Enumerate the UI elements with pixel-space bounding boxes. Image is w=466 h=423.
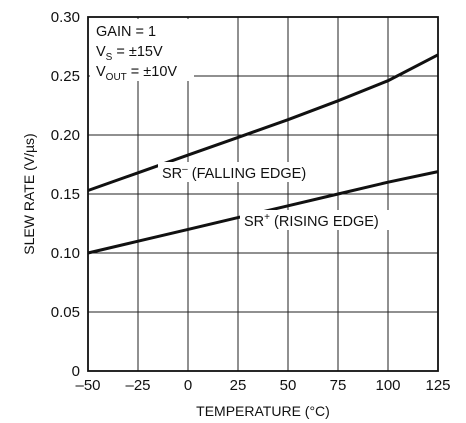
x-tick-label: 75 <box>330 377 347 394</box>
sr-minus-label-bg <box>158 162 326 182</box>
x-tick-label: 25 <box>230 377 247 394</box>
conditions-box-bg <box>90 19 194 81</box>
y-tick-label: 0.15 <box>51 186 80 203</box>
x-tick-label: –50 <box>75 377 100 394</box>
y-tick-label: 0.30 <box>51 9 80 26</box>
x-tick-label: 50 <box>280 377 297 394</box>
sr-plus-label: SR+ (RISING EDGE) <box>244 212 379 230</box>
gain-label: GAIN = 1 <box>96 24 156 40</box>
y-axis-title: SLEW RATE (V/µs) <box>21 133 37 254</box>
y-tick-label: 0.05 <box>51 304 80 321</box>
x-axis-title: TEMPERATURE (°C) <box>196 403 330 419</box>
vout-label: VOUT = ±10V <box>96 64 177 83</box>
x-tick-label: 125 <box>425 377 450 394</box>
vs-label: VS = ±15V <box>96 44 163 63</box>
sr-plus-label-bg <box>240 210 406 230</box>
y-tick-label: 0 <box>72 363 80 380</box>
y-tick-label: 0.25 <box>51 68 80 85</box>
y-tick-label: 0.20 <box>51 127 80 144</box>
x-tick-label: 100 <box>375 377 400 394</box>
y-tick-label: 0.10 <box>51 245 80 262</box>
plot-frame <box>87 16 439 372</box>
sr-minus-label: SR– (FALLING EDGE) <box>162 164 306 182</box>
x-tick-label: 0 <box>184 377 192 394</box>
x-tick-label: –25 <box>125 377 150 394</box>
tick-labels: –50 –25 0 25 50 75 100 125 0 0.05 0.10 0.15 0.20 0.25… <box>51 9 451 394</box>
series-line-sr-minus <box>87 53 439 192</box>
